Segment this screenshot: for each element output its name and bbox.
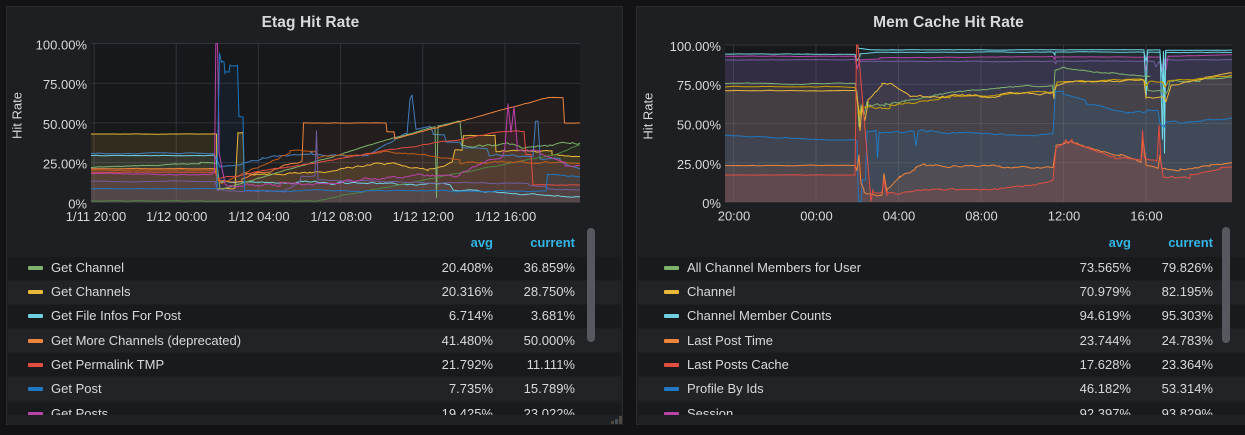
svg-text:0%: 0% [68, 196, 87, 211]
svg-text:16:00: 16:00 [1130, 209, 1163, 224]
svg-text:1/11 20:00: 1/11 20:00 [66, 209, 126, 224]
svg-text:0%: 0% [702, 196, 721, 211]
svg-text:Hit Rate: Hit Rate [641, 93, 656, 140]
svg-text:100.00%: 100.00% [36, 38, 88, 53]
svg-text:1/12 08:00: 1/12 08:00 [310, 209, 371, 224]
svg-text:75.00%: 75.00% [43, 77, 88, 92]
svg-text:1/12 16:00: 1/12 16:00 [475, 209, 536, 224]
svg-text:20:00: 20:00 [718, 209, 751, 224]
svg-text:08:00: 08:00 [965, 209, 998, 224]
svg-text:25.00%: 25.00% [43, 157, 88, 172]
svg-text:50.00%: 50.00% [677, 118, 722, 133]
svg-text:100.00%: 100.00% [670, 39, 722, 54]
svg-text:12:00: 12:00 [1048, 209, 1081, 224]
svg-text:00:00: 00:00 [800, 209, 833, 224]
svg-text:50.00%: 50.00% [43, 117, 88, 132]
svg-text:Hit Rate: Hit Rate [10, 92, 25, 139]
svg-text:04:00: 04:00 [883, 209, 916, 224]
svg-text:1/12 12:00: 1/12 12:00 [393, 209, 454, 224]
svg-text:25.00%: 25.00% [677, 157, 722, 172]
svg-text:1/12 00:00: 1/12 00:00 [146, 209, 207, 224]
svg-text:75.00%: 75.00% [677, 78, 722, 93]
svg-text:1/12 04:00: 1/12 04:00 [228, 209, 289, 224]
